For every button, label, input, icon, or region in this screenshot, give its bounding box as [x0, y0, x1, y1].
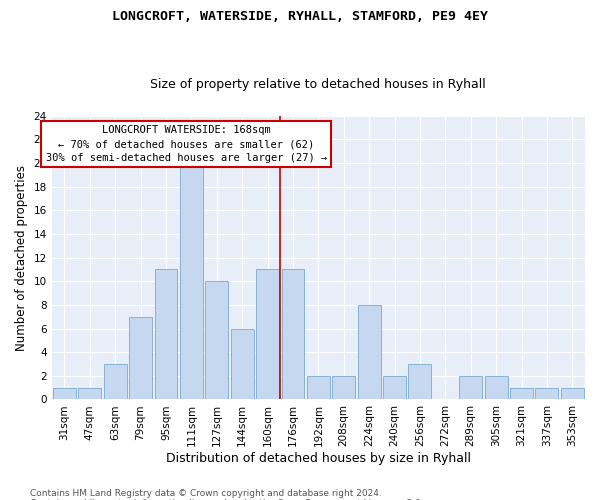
- Text: Contains public sector information licensed under the Open Government Licence v3: Contains public sector information licen…: [30, 498, 424, 500]
- Text: LONGCROFT WATERSIDE: 168sqm
← 70% of detached houses are smaller (62)
30% of sem: LONGCROFT WATERSIDE: 168sqm ← 70% of det…: [46, 125, 327, 163]
- Bar: [53, 388, 76, 400]
- Bar: [104, 364, 127, 400]
- Bar: [79, 388, 101, 400]
- Bar: [358, 305, 380, 400]
- Bar: [256, 270, 279, 400]
- Bar: [383, 376, 406, 400]
- Text: LONGCROFT, WATERSIDE, RYHALL, STAMFORD, PE9 4EY: LONGCROFT, WATERSIDE, RYHALL, STAMFORD, …: [112, 10, 488, 23]
- Bar: [231, 328, 254, 400]
- Title: Size of property relative to detached houses in Ryhall: Size of property relative to detached ho…: [151, 78, 486, 91]
- Bar: [459, 376, 482, 400]
- Bar: [485, 376, 508, 400]
- Bar: [307, 376, 330, 400]
- Bar: [180, 163, 203, 400]
- Text: Contains HM Land Registry data © Crown copyright and database right 2024.: Contains HM Land Registry data © Crown c…: [30, 488, 382, 498]
- Bar: [281, 270, 304, 400]
- Y-axis label: Number of detached properties: Number of detached properties: [15, 164, 28, 350]
- Bar: [561, 388, 584, 400]
- Bar: [205, 282, 228, 400]
- Bar: [535, 388, 559, 400]
- Bar: [332, 376, 355, 400]
- Bar: [155, 270, 178, 400]
- Bar: [129, 316, 152, 400]
- Bar: [409, 364, 431, 400]
- Bar: [510, 388, 533, 400]
- X-axis label: Distribution of detached houses by size in Ryhall: Distribution of detached houses by size …: [166, 452, 471, 465]
